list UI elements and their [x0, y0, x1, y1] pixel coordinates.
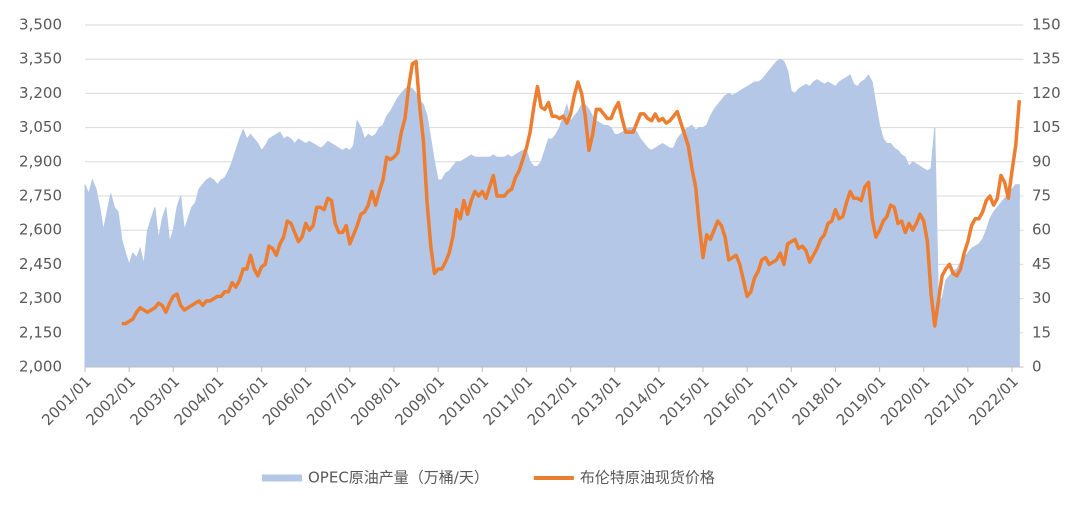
- y-tick-label: 3,350: [19, 50, 62, 68]
- y-tick-label: 3,200: [19, 84, 62, 102]
- area: [84, 58, 1020, 368]
- y-tick-label: 3,050: [19, 118, 62, 136]
- legend-label: 布伦特原油现货价格: [580, 469, 715, 487]
- y2-tick-label: 135: [1032, 50, 1061, 68]
- y-tick-label: 2,150: [19, 323, 62, 341]
- legend-label: OPEC原油产量（万桶/天）: [308, 469, 489, 487]
- y-tick-label: 2,000: [19, 358, 62, 376]
- y2-tick-label: 120: [1032, 84, 1061, 102]
- y-tick-label: 3,500: [19, 16, 62, 34]
- y2-tick-label: 150: [1032, 16, 1061, 34]
- y2-tick-label: 90: [1032, 152, 1051, 170]
- y2-tick-label: 0: [1032, 358, 1042, 376]
- y2-tick-label: 15: [1032, 323, 1051, 341]
- y2-tick-label: 105: [1032, 118, 1061, 136]
- y2-tick-label: 45: [1032, 255, 1051, 273]
- x-tick-label: 2022/01: [965, 372, 1022, 429]
- line: [121, 59, 1022, 328]
- y2-tick-label: 60: [1032, 221, 1051, 239]
- y2-tick-label: 30: [1032, 289, 1051, 307]
- y-tick-label: 2,300: [19, 289, 62, 307]
- y-tick-label: 2,450: [19, 255, 62, 273]
- y-tick-label: 2,600: [19, 221, 62, 239]
- y2-tick-label: 75: [1032, 187, 1051, 205]
- y-tick-label: 2,750: [19, 187, 62, 205]
- y-tick-label: 2,900: [19, 152, 62, 170]
